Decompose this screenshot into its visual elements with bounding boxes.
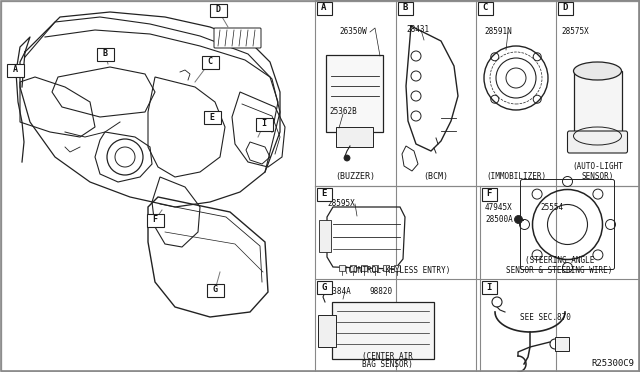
Text: C: C [483,3,488,13]
Text: G: G [212,285,218,295]
FancyBboxPatch shape [209,3,227,16]
Text: E: E [321,189,326,199]
Text: B: B [102,49,108,58]
Bar [372,265,378,271]
Text: 25362B: 25362B [329,106,356,115]
Text: 28500A: 28500A [485,215,513,224]
Text: 26350W: 26350W [339,28,367,36]
Text: (BCM): (BCM) [424,171,449,180]
Text: 28575X: 28575X [561,28,589,36]
Text: D: D [563,3,568,13]
Text: C: C [207,58,212,67]
Text: F: F [486,189,492,199]
FancyBboxPatch shape [97,48,113,61]
Text: (AUTO-LIGHT: (AUTO-LIGHT [572,161,623,170]
Bar [361,265,367,271]
Text: 25554: 25554 [540,203,563,212]
Text: (IMMOBILIZER): (IMMOBILIZER) [486,171,546,180]
FancyBboxPatch shape [397,1,413,15]
Text: SENSOR): SENSOR) [581,171,614,180]
Text: I: I [486,282,492,292]
Text: (CONTROL-KEYLESS ENTRY): (CONTROL-KEYLESS ENTRY) [344,266,451,276]
Text: 47945X: 47945X [485,203,513,212]
Text: 28595X: 28595X [327,199,355,208]
FancyBboxPatch shape [332,302,434,359]
Text: (BUZZER): (BUZZER) [335,171,376,180]
FancyBboxPatch shape [317,280,332,294]
FancyBboxPatch shape [147,214,163,227]
Bar [339,265,345,271]
Bar [394,265,400,271]
Text: SEE SEC.870: SEE SEC.870 [520,312,570,321]
Text: (CENTER AIR: (CENTER AIR [362,352,413,360]
Text: D: D [216,6,221,15]
Text: R25300C9: R25300C9 [591,359,634,369]
FancyBboxPatch shape [477,1,493,15]
FancyBboxPatch shape [336,127,373,147]
Text: A: A [13,65,17,74]
Circle shape [344,155,350,161]
Circle shape [515,215,522,224]
Bar [383,265,389,271]
FancyBboxPatch shape [214,28,261,48]
FancyBboxPatch shape [557,1,573,15]
Ellipse shape [573,62,621,80]
Text: BAG SENSOR): BAG SENSOR) [362,360,413,369]
FancyBboxPatch shape [326,55,383,132]
Text: 28591N: 28591N [484,28,512,36]
Text: A: A [321,3,326,13]
Bar [573,71,621,136]
Text: I: I [262,119,266,128]
Text: F: F [152,215,157,224]
Text: (STEERING ANGLE: (STEERING ANGLE [525,257,594,266]
Text: 25384A: 25384A [323,286,351,295]
Text: G: G [321,282,326,292]
Bar [350,265,356,271]
FancyBboxPatch shape [481,280,497,294]
FancyBboxPatch shape [6,64,24,77]
FancyBboxPatch shape [202,55,218,68]
FancyBboxPatch shape [555,337,569,351]
FancyBboxPatch shape [568,131,627,153]
FancyBboxPatch shape [207,283,223,296]
Text: 28431: 28431 [406,26,429,35]
FancyBboxPatch shape [481,187,497,201]
Text: E: E [209,112,214,122]
FancyBboxPatch shape [255,118,273,131]
FancyBboxPatch shape [317,187,332,201]
FancyBboxPatch shape [318,315,336,347]
Text: 98820: 98820 [370,286,393,295]
FancyBboxPatch shape [317,1,332,15]
FancyBboxPatch shape [319,220,331,252]
FancyBboxPatch shape [204,110,221,124]
Text: B: B [403,3,408,13]
Text: SENSOR & STEERING WIRE): SENSOR & STEERING WIRE) [506,266,612,276]
